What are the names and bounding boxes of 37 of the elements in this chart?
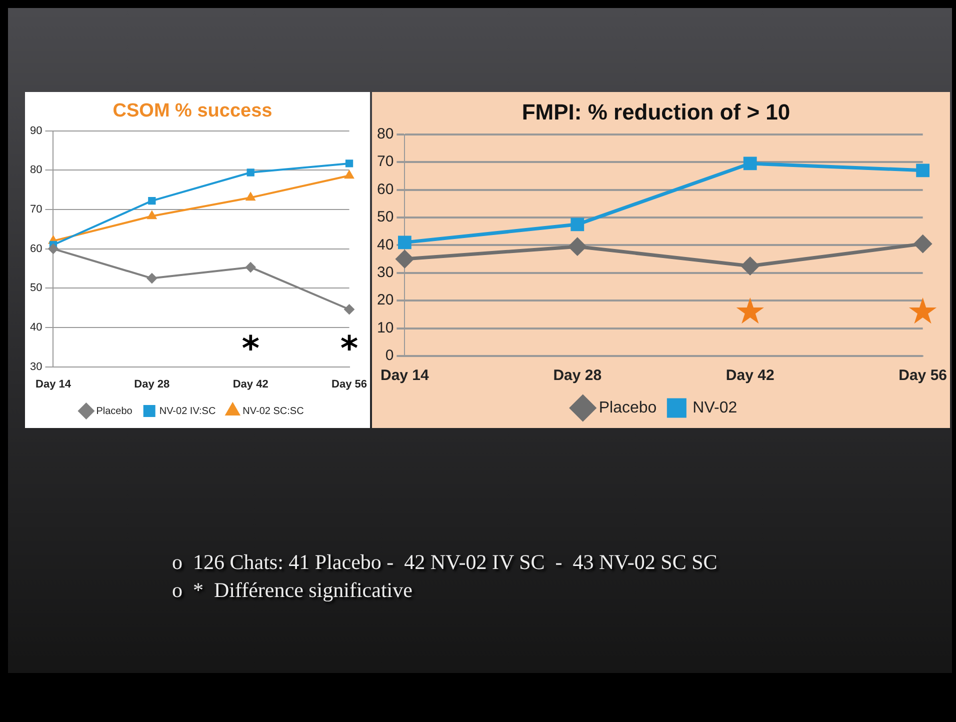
x-tick-label: Day 56: [898, 367, 948, 384]
y-tick-label: 70: [30, 204, 42, 216]
x-tick-label: Day 56: [332, 378, 368, 390]
y-tick-label: 70: [376, 153, 394, 170]
y-tick-label: 10: [376, 319, 394, 336]
annotation: *: [242, 329, 260, 370]
x-tick-label: Day 42: [726, 367, 774, 384]
annotation: *: [340, 329, 358, 370]
legend-label: Placebo: [96, 406, 133, 417]
y-tick-label: 20: [376, 292, 394, 309]
y-tick-label: 50: [376, 208, 394, 226]
y-tick-label: 50: [30, 282, 42, 294]
annotation: ★: [906, 291, 939, 332]
x-tick-label: Day 42: [232, 378, 268, 390]
annotation: ★: [734, 291, 766, 332]
legend-label: NV-02: [692, 399, 738, 416]
y-tick-label: 80: [30, 164, 42, 176]
legend-label: NV-02 IV:SC: [159, 406, 216, 417]
y-tick-label: 40: [30, 322, 42, 334]
y-tick-label: 30: [30, 360, 42, 373]
y-tick-label: 80: [376, 126, 394, 143]
x-tick-label: Day 14: [380, 367, 430, 384]
y-tick-label: 90: [30, 124, 42, 137]
y-tick-label: 0: [385, 347, 394, 364]
x-tick-label: Day 28: [553, 367, 602, 384]
chart-title: FMPI: % reduction of > 10: [522, 99, 790, 124]
x-tick-label: Day 14: [35, 378, 72, 390]
y-tick-label: 60: [376, 180, 394, 198]
text: o 126 Chats: 41 Placebo - 42 NV-02 IV SC - 43 NV-02 SC SC: [172, 549, 718, 576]
y-tick-label: 40: [376, 236, 394, 254]
x-tick-label: Day 28: [134, 378, 170, 390]
y-tick-label: 30: [376, 264, 394, 282]
legend-label: Placebo: [598, 399, 657, 416]
chart-title: CSOM % success: [112, 100, 272, 122]
text: o * Différence significative: [172, 577, 414, 604]
legend-label: NV-02 SC:SC: [242, 406, 304, 417]
y-tick-label: 60: [30, 242, 42, 255]
